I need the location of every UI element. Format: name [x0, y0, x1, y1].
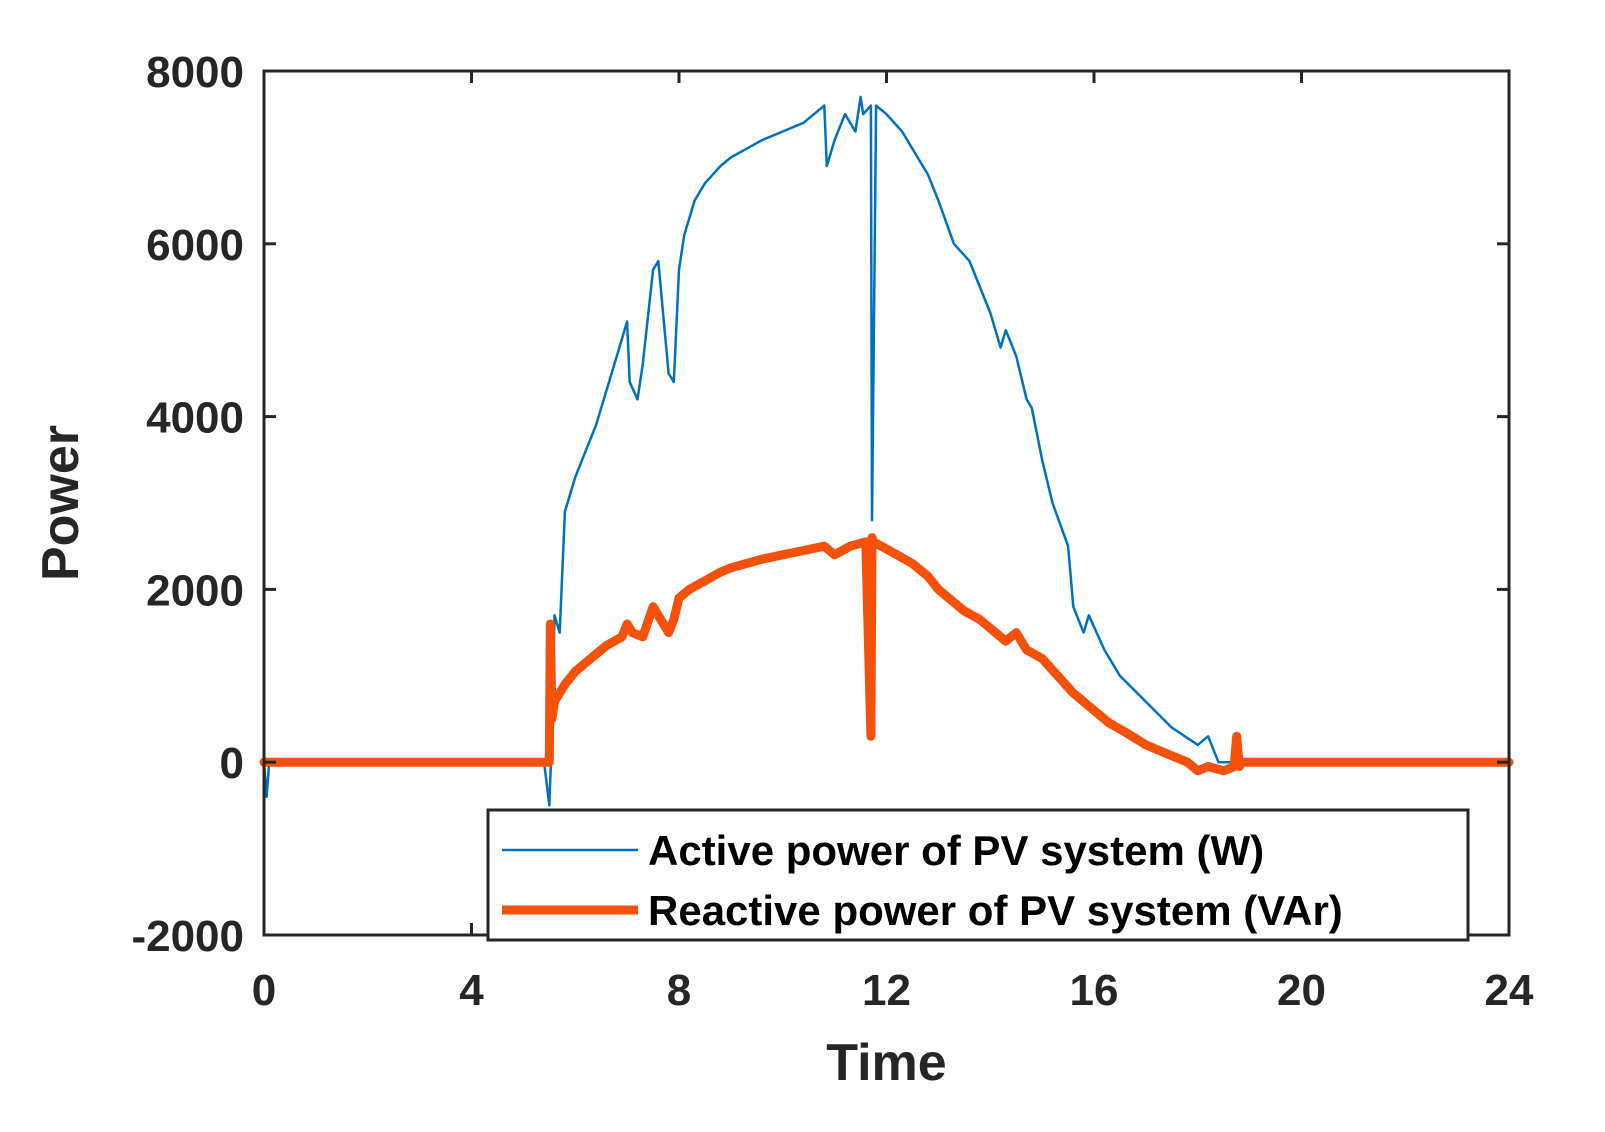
plot-area: [264, 71, 1509, 935]
y-tick-label: 6000: [146, 221, 244, 270]
x-tick-label: 16: [1070, 966, 1119, 1015]
x-tick-label: 4: [459, 966, 484, 1015]
x-tick-label: 8: [667, 966, 691, 1015]
y-tick-label: 4000: [146, 394, 244, 443]
y-tick-label: -2000: [131, 912, 244, 961]
legend-label-1: Active power of PV system (W): [648, 827, 1264, 874]
y-tick-label: 8000: [146, 48, 244, 97]
legend-label-2: Reactive power of PV system (VAr): [648, 887, 1343, 934]
x-tick-label: 12: [862, 966, 911, 1015]
x-tick-label: 20: [1277, 966, 1326, 1015]
y-tick-label: 0: [220, 739, 244, 788]
y-tick-label: 2000: [146, 566, 244, 615]
series-line-2: [259, 533, 1514, 776]
plot-background: [264, 71, 1509, 935]
series-line-1: [262, 95, 1511, 807]
x-tick-label: 0: [252, 966, 276, 1015]
x-axis-title: Time: [826, 1034, 946, 1092]
x-tick-label: 24: [1485, 966, 1534, 1015]
legend-box: [486, 808, 1470, 942]
y-axis-title: Power: [32, 425, 90, 581]
series-layer: [259, 95, 1514, 807]
legend: Active power of PV system (W) Reactive po…: [486, 808, 1470, 942]
